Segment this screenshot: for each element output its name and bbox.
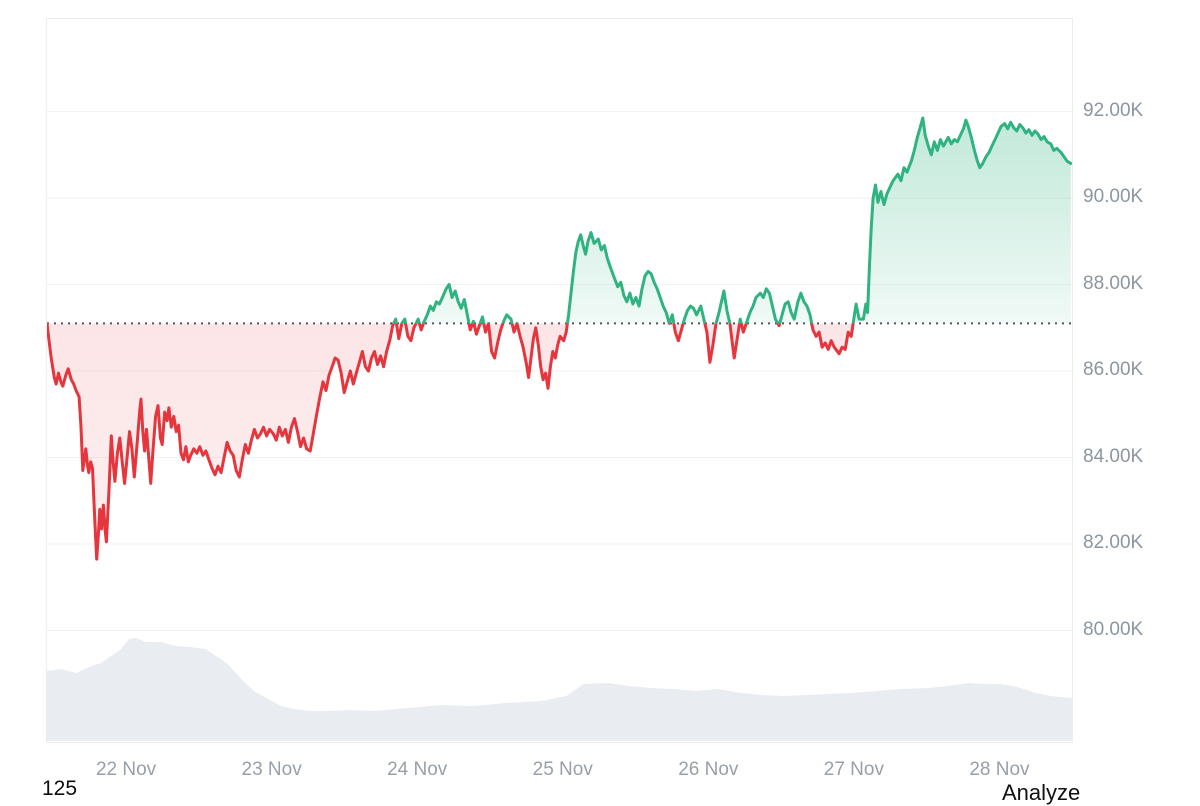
volume-area <box>47 638 1072 741</box>
x-axis-label: 26 Nov <box>678 759 739 780</box>
price-area-below-baseline <box>47 323 854 560</box>
analyze-button[interactable]: Analyze <box>1002 780 1081 805</box>
x-axis-label: 23 Nov <box>241 759 302 780</box>
y-axis-label: 92.00K <box>1083 99 1144 121</box>
price-line-below-baseline <box>47 323 855 561</box>
chart-plot-area[interactable] <box>46 18 1073 743</box>
x-axis-label: 24 Nov <box>387 759 448 780</box>
x-axis-label: 27 Nov <box>823 759 884 780</box>
y-axis-label: 86.00K <box>1083 359 1144 380</box>
y-axis-label: 90.00K <box>1083 186 1144 207</box>
price-area-above-baseline <box>47 118 1071 324</box>
x-axis-label: 22 Nov <box>95 759 157 780</box>
y-axis-label: 84.00K <box>1083 445 1144 467</box>
y-axis-label: 80.00K <box>1083 618 1144 640</box>
y-axis-label: 88.00K <box>1083 272 1144 294</box>
x-axis-label: 25 Nov <box>532 759 593 780</box>
price-line-above-baseline <box>47 116 1072 324</box>
footer-left-text: 125 <box>42 777 78 800</box>
price-chart-svg <box>47 111 1072 741</box>
y-axis-label: 82.00K <box>1083 532 1144 553</box>
x-axis-label: 28 Nov <box>969 759 1030 780</box>
